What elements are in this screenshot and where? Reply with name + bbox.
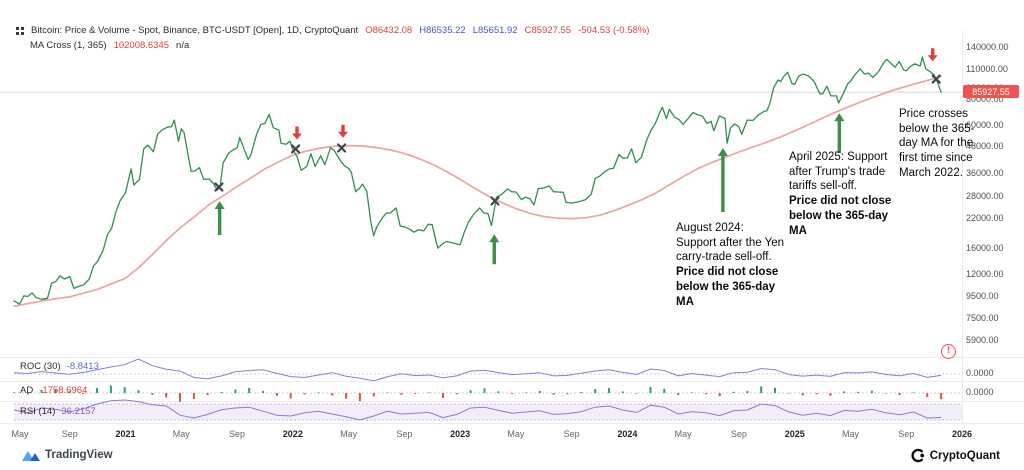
time-axis-label: Sep: [229, 429, 246, 439]
symbol-grip-icon: [16, 26, 24, 35]
price-axis-label: 28000.00: [966, 190, 1004, 201]
time-axis-label: May: [674, 429, 692, 439]
ohlc-open: O86432.08: [365, 25, 413, 36]
ad-label: AD: [20, 385, 34, 396]
roc-label: ROC (30): [20, 361, 61, 372]
price-axis-label: 5900.00: [966, 334, 999, 345]
time-axis-label: 2022: [282, 429, 303, 439]
cryptoquant-label: CryptoQuant: [929, 449, 1000, 462]
price-axis-label: 80000.00: [966, 93, 1004, 104]
time-axis-label: May: [841, 429, 859, 439]
time-axis-label: May: [172, 429, 190, 439]
rsi-value: 36.2157: [61, 406, 96, 417]
cryptoquant-logo-icon: [910, 448, 925, 463]
time-axis-label: Sep: [730, 429, 747, 439]
time-axis-label: 2026: [951, 429, 973, 439]
indicator-zero-label: 0.0000: [966, 387, 994, 397]
price-axis-label: 22000.00: [966, 213, 1004, 224]
annotation-august-2024: August 2024: Support after the Yen carry…: [676, 221, 786, 309]
time-axis-label: 2024: [617, 429, 638, 439]
tradingview-label: TradingView: [45, 448, 113, 461]
price-axis-label: 7500.00: [966, 312, 999, 323]
time-axis-label: Sep: [61, 429, 78, 439]
tradingview-attribution[interactable]: TradingView: [22, 448, 113, 461]
roc-value: -8.8413: [66, 361, 99, 372]
annotation-august-2024-text: August 2024: Support after the Yen carry…: [676, 222, 785, 264]
annotation-april-2025-bold: Price did not close below the 365-day MA: [789, 195, 892, 237]
ma-cross-extra: n/a: [176, 40, 190, 51]
rsi-label: RSI (14): [20, 406, 56, 417]
ohlc-change: -504.53 (-0.58%): [578, 25, 650, 36]
chart-legend[interactable]: Bitcoin: Price & Volume - Spot, Binance,…: [16, 25, 649, 36]
annotation-april-2025-text: April 2025: Support after Trump's trade …: [789, 151, 888, 193]
price-axis-label: 9500.00: [966, 290, 999, 301]
price-axis-label: 140000.00: [966, 42, 1009, 52]
time-axis-label: 2025: [784, 429, 805, 439]
warning-icon[interactable]: !: [941, 344, 956, 359]
indicator-zero-label: 0.0000: [966, 368, 994, 378]
ohlc-high: H86535.22: [419, 25, 466, 36]
ma-cross-value: 102008.6345: [113, 40, 170, 51]
tradingview-logo-icon: [22, 448, 40, 461]
annotation-november-2025-text: Price crosses below the 365-day MA for t…: [899, 108, 975, 179]
ad-pane-legend[interactable]: AD -1758.6964: [20, 385, 87, 396]
ma-cross-label: MA Cross (1, 365): [30, 40, 107, 51]
price-axis-label: 48000.00: [966, 141, 1004, 152]
price-axis-label: 16000.00: [966, 242, 1004, 253]
time-axis-label: May: [340, 429, 358, 439]
price-axis-label: 36000.00: [966, 167, 1004, 178]
roc-pane-legend[interactable]: ROC (30) -8.8413: [20, 361, 99, 372]
ma-cross-legend[interactable]: MA Cross (1, 365) 102008.6345 n/a: [30, 40, 189, 51]
chart-title: Bitcoin: Price & Volume - Spot, Binance,…: [31, 25, 359, 36]
annotation-april-2025: April 2025: Support after Trump's trade …: [789, 150, 895, 238]
time-axis-label: 2023: [450, 429, 471, 439]
annotation-august-2024-bold: Price did not close below the 365-day MA: [676, 266, 779, 308]
current-price-badge: 85927.55: [963, 85, 1019, 99]
time-axis-label: May: [507, 429, 525, 439]
ohlc-close: C85927.55: [524, 25, 572, 36]
time-axis-label: Sep: [898, 429, 915, 439]
price-axis-label: 60000.00: [966, 120, 1004, 131]
cryptoquant-attribution[interactable]: CryptoQuant: [910, 448, 1000, 463]
rsi-pane-legend[interactable]: RSI (14) 36.2157: [20, 406, 96, 417]
ohlc-low: L85651.92: [472, 25, 518, 36]
time-axis-label: Sep: [396, 429, 413, 439]
ad-value: -1758.6964: [39, 385, 88, 396]
annotation-november-2025: Price crosses below the 365-day MA for t…: [899, 107, 983, 181]
price-axis-label: 110000.00: [966, 64, 1008, 75]
price-axis-label: 12000.00: [966, 269, 1004, 280]
time-axis-label: 2021: [115, 429, 136, 439]
time-axis-label: Sep: [563, 429, 580, 439]
time-axis-label: May: [11, 429, 29, 439]
